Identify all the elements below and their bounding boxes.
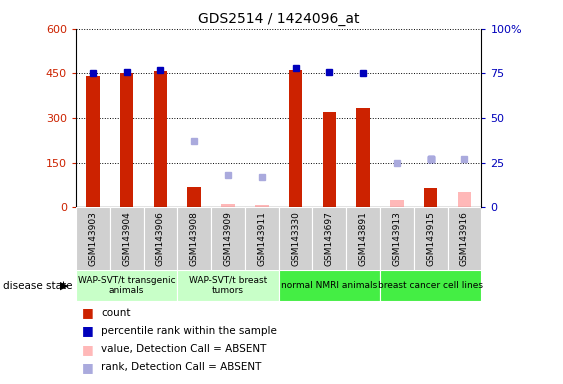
Text: ■: ■ [82,306,93,319]
Text: GSM143891: GSM143891 [359,212,368,266]
Bar [221,204,235,207]
Text: GSM143330: GSM143330 [291,212,300,266]
Text: GSM143915: GSM143915 [426,212,435,266]
Bar [458,192,471,207]
Text: ■: ■ [82,343,93,356]
Text: GSM143697: GSM143697 [325,212,334,266]
Bar [279,207,312,271]
Bar [289,70,302,207]
Bar [380,207,414,271]
Text: GSM143908: GSM143908 [190,212,199,266]
Bar [177,207,211,271]
Bar [187,187,201,207]
Bar [76,207,110,271]
Text: normal NMRI animals: normal NMRI animals [282,281,377,290]
Bar [110,207,144,271]
Text: disease state: disease state [3,281,72,291]
Text: GSM143903: GSM143903 [88,212,97,266]
Bar [120,73,133,207]
Text: WAP-SVT/t breast
tumors: WAP-SVT/t breast tumors [189,276,267,295]
Text: ■: ■ [82,324,93,338]
Bar [323,112,336,207]
Text: breast cancer cell lines: breast cancer cell lines [378,281,483,290]
Bar [154,71,167,207]
Bar [380,270,481,301]
Bar [255,205,269,207]
Text: GSM143909: GSM143909 [224,212,233,266]
Text: ■: ■ [82,361,93,374]
Bar [448,207,481,271]
Bar [424,188,437,207]
Bar [177,270,279,301]
Bar [390,200,404,207]
Bar [312,207,346,271]
Bar [211,207,245,271]
Text: rank, Detection Call = ABSENT: rank, Detection Call = ABSENT [101,362,262,372]
Text: GSM143916: GSM143916 [460,212,469,266]
Text: GSM143911: GSM143911 [257,212,266,266]
Bar [76,270,177,301]
Text: WAP-SVT/t transgenic
animals: WAP-SVT/t transgenic animals [78,276,176,295]
Text: count: count [101,308,131,318]
Bar [356,108,370,207]
Bar [144,207,177,271]
Title: GDS2514 / 1424096_at: GDS2514 / 1424096_at [198,12,359,26]
Text: GSM143904: GSM143904 [122,212,131,266]
Text: ▶: ▶ [60,281,69,291]
Text: GSM143913: GSM143913 [392,212,401,266]
Text: GSM143906: GSM143906 [156,212,165,266]
Bar [279,270,380,301]
Text: value, Detection Call = ABSENT: value, Detection Call = ABSENT [101,344,267,354]
Bar [86,76,100,207]
Text: percentile rank within the sample: percentile rank within the sample [101,326,277,336]
Bar [414,207,448,271]
Bar [245,207,279,271]
Bar [346,207,380,271]
